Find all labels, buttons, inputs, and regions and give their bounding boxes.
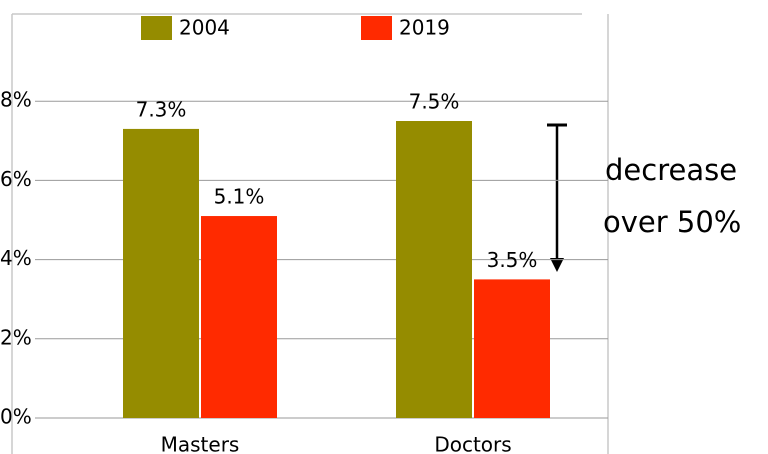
y-tick-label: 0% (0, 405, 32, 429)
bar (474, 279, 550, 418)
legend-label: 2004 (179, 16, 230, 40)
value-label: 5.1% (214, 185, 265, 209)
legend-swatch (141, 16, 172, 40)
value-label: 7.3% (136, 97, 187, 121)
y-tick-label: 2% (0, 325, 32, 349)
x-tick-label: Doctors (434, 433, 511, 454)
annotation-line: decrease (605, 153, 737, 187)
bar (396, 121, 472, 418)
annotation-line: over 50% (603, 205, 741, 239)
y-tick-label: 4% (0, 246, 32, 270)
legend-swatch (361, 16, 392, 40)
value-label: 3.5% (487, 248, 538, 272)
y-tick-label: 8% (0, 88, 32, 112)
value-label: 7.5% (409, 90, 460, 114)
legend-label: 2019 (399, 16, 450, 40)
y-tick-label: 6% (0, 167, 32, 191)
x-tick-label: Masters (161, 433, 240, 454)
arrow-head (550, 258, 564, 272)
bar (201, 216, 277, 418)
bar (123, 128, 199, 419)
